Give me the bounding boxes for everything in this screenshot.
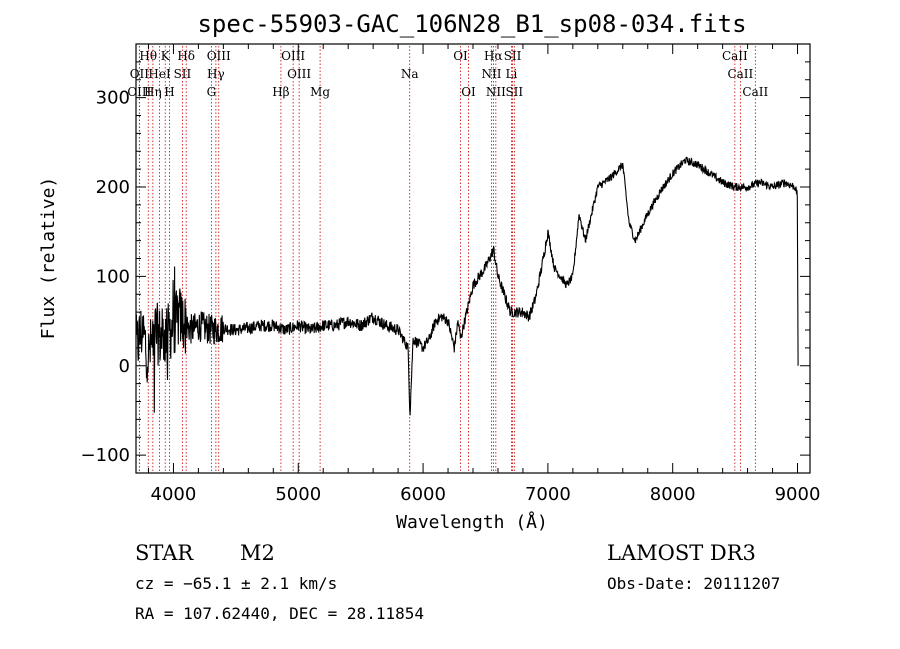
y-axis-label: Flux (relative) [38,177,59,340]
spectral-line-label: Na [401,67,419,81]
spectral-line-label: SII [505,85,523,99]
x-tick-label: 7000 [525,484,571,505]
object-subclass: M2 [240,541,275,565]
spectral-line-label: OIII [127,85,151,99]
y-tick-label: 300 [96,88,130,109]
spectral-line-label: CaII [727,67,753,81]
spectral-line-label: SII [174,67,192,81]
spectral-line-label: SII [504,49,522,63]
x-tick-label: 8000 [650,484,696,505]
spectral-line-label: Hδ [177,49,195,63]
spectral-line-label: CaII [722,49,748,63]
y-tick-label: 0 [119,356,130,377]
x-tick-label: 6000 [400,484,446,505]
spectral-line-label: OII [130,67,150,81]
spectral-line-label: OI [453,49,468,63]
survey-name: LAMOST DR3 [607,541,756,565]
spectral-line-label: HeI [148,67,171,81]
spectral-line-label: Mg [310,85,330,99]
spectrum-line [135,156,799,416]
chart-title: spec-55903-GAC_106N28_B1_sp08-034.fits [197,10,746,38]
spectral-line-markers [138,46,756,472]
x-tick-label: 5000 [275,484,321,505]
axis-ticks: 4000 5000 6000 7000 8000 9000 −100 0 100 200 300 [81,44,821,505]
spectral-line-label: Hθ [139,49,157,63]
spectral-line-label: Li [506,67,518,81]
y-tick-label: 100 [96,266,130,287]
spectral-line-label: OI [461,85,476,99]
spectral-line-label: Hγ [207,67,225,81]
spectral-line-label: NII [486,85,506,99]
y-tick-label: −100 [81,445,130,466]
spectral-line-label: Hβ [272,85,289,99]
y-tick-label: 200 [96,177,130,198]
spectral-line-label: G [207,85,217,99]
plot-frame [135,43,811,474]
x-tick-label: 4000 [151,484,197,505]
spectral-line-label: Hη [144,85,162,99]
spectral-line-label: H [164,85,174,99]
x-axis-label: Wavelength (Å) [396,511,548,533]
spectral-line-label: K [161,49,171,63]
obs-date: Obs-Date: 20111207 [607,574,781,593]
spectral-line-label: NII [481,67,501,81]
spectral-line-label: OIII [287,67,311,81]
x-tick-label: 9000 [775,484,821,505]
spectral-line-label: OIII [281,49,305,63]
coordinates: RA = 107.62440, DEC = 28.11854 [135,604,424,623]
object-class: STAR [135,541,194,565]
spectral-line-label: CaII [742,85,768,99]
spectral-line-label: Hα [484,49,503,63]
redshift-cz: cz = −65.1 ± 2.1 km/s [135,574,338,593]
spectral-line-label: OIII [207,49,231,63]
